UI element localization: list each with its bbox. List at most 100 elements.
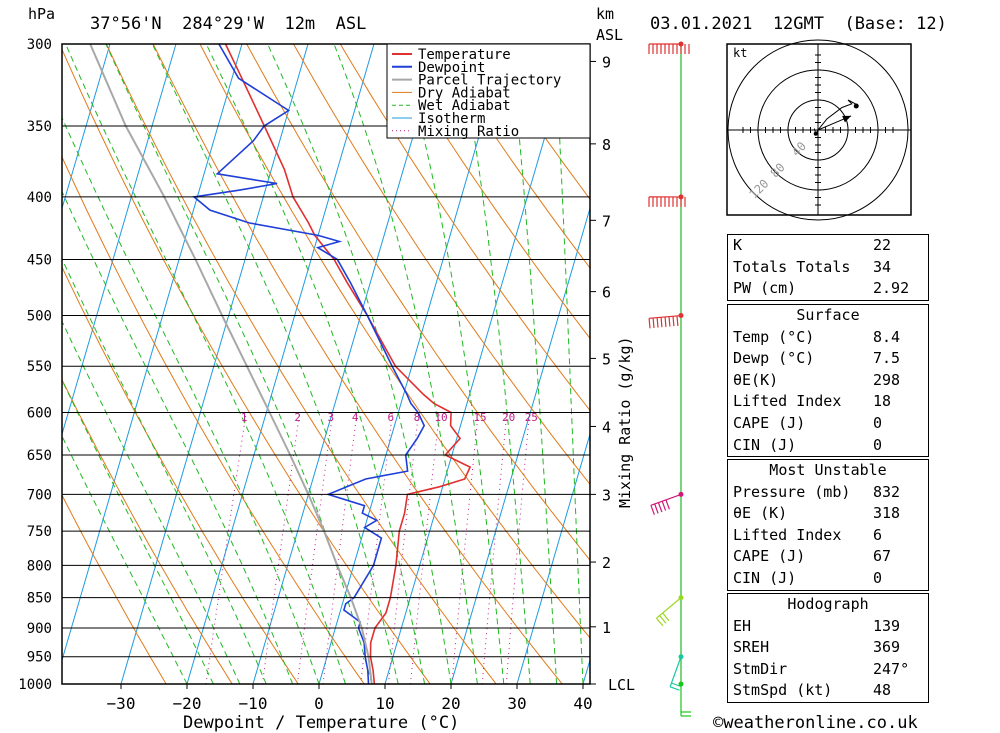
pressure-tick-label: 300: [27, 37, 52, 53]
location-title: 37°56'N 284°29'W 12m ASL: [90, 14, 366, 34]
wind-barb-feather: [676, 315, 679, 326]
stat-label: Lifted Index: [733, 525, 842, 544]
pressure-tick-label: 400: [27, 190, 52, 206]
mixing-ratio-label: 25: [525, 411, 538, 424]
km-tick-label: 6: [602, 284, 611, 302]
stat-row: Dewp (°C) 7.5: [728, 348, 928, 370]
wind-barb-feather: [654, 503, 659, 514]
legend-label: Dewpoint: [418, 60, 485, 76]
mixing-ratio-label: 1: [241, 411, 248, 424]
dry-adiabat-line: [292, 44, 590, 486]
km-tick-label: 5: [602, 350, 611, 368]
mixing-ratio-line: [322, 412, 358, 684]
stat-label: Totals Totals: [733, 257, 851, 276]
stat-label: θE (K): [733, 504, 788, 523]
stat-row: CIN (J) 0: [728, 568, 928, 590]
stat-value: 298: [873, 370, 901, 389]
mixing-ratio-label: 4: [352, 411, 359, 424]
wind-barb-feather: [664, 316, 667, 327]
pressure-tick-label: 850: [27, 591, 52, 607]
pressure-tick-label: 1000: [18, 677, 52, 693]
wind-barb-feather: [652, 317, 655, 328]
wind-barb-feather: [650, 505, 655, 515]
mixing-ratio-label: 6: [388, 411, 395, 424]
wet-adiabat-line: [62, 116, 320, 684]
stat-value: 6: [873, 525, 883, 544]
wind-barb-feather: [662, 612, 670, 622]
stat-value: 22: [873, 236, 892, 254]
pressure-tick-label: 750: [27, 524, 52, 540]
stat-value: 0: [873, 568, 883, 587]
pressure-tick-label: 650: [27, 448, 52, 464]
km-tick-label: LCL: [608, 676, 635, 694]
stat-value: 0: [873, 413, 883, 432]
stat-label: SREH: [733, 638, 770, 657]
legend-label: Parcel Trajectory: [418, 73, 561, 89]
copyright-text: ©weatheronline.co.uk: [713, 713, 918, 733]
legend-label: Dry Adiabat: [418, 85, 511, 101]
isotherm-line: [120, 44, 309, 684]
mixing-ratio-label: 2: [294, 411, 301, 424]
dry-adiabat-line: [105, 44, 497, 684]
stat-row: CAPE (J) 67: [728, 546, 928, 568]
km-tick-label: 2: [602, 554, 611, 572]
stat-label: CAPE (J): [733, 547, 806, 566]
stat-value: 67: [873, 547, 892, 566]
stat-row: StmSpd (kt) 48: [728, 680, 928, 702]
stats-indices-table: K 22 Totals Totals 34 PW (cm) 2.92: [727, 234, 929, 301]
wind-barb-feather: [661, 500, 667, 511]
stat-value: 34: [873, 257, 892, 276]
legend-label: Mixing Ratio: [418, 124, 519, 140]
hodograph-end-dot: [853, 103, 859, 109]
wind-barb-feather: [660, 317, 663, 328]
stat-label: CAPE (J): [733, 413, 806, 432]
stat-label: Temp (°C): [733, 327, 815, 346]
wet-adiabat-line: [398, 44, 505, 684]
stat-row: CAPE (J) 0: [728, 413, 928, 435]
wind-barb-feather: [671, 682, 682, 688]
km-tick-label: 3: [602, 486, 611, 504]
pressure-tick-label: 350: [27, 119, 52, 135]
wet-adiabat-line: [65, 44, 346, 684]
stat-row: SREH 369: [728, 637, 928, 659]
stat-label: CIN (J): [733, 568, 797, 587]
wind-barb-feather: [669, 686, 680, 691]
km-tick-label: 7: [602, 212, 611, 230]
wind-barb-feather: [659, 615, 667, 624]
legend-label: Temperature: [418, 47, 511, 63]
stat-label: PW (cm): [733, 279, 797, 298]
pressure-tick-label: 950: [27, 650, 52, 666]
temp-tick-label: 40: [573, 694, 592, 713]
temp-tick-label: 20: [441, 694, 460, 713]
stat-value: 0: [873, 435, 883, 454]
stat-row: Lifted Index 6: [728, 525, 928, 547]
km-unit-label: km: [596, 5, 614, 23]
dry-adiabat-line: [62, 378, 233, 684]
mixing-ratio-axis-title: Mixing Ratio (g/kg): [616, 336, 634, 508]
mixing-ratio-line: [296, 412, 334, 684]
stat-value: 247°: [873, 659, 910, 678]
temp-tick-label: 10: [375, 694, 394, 713]
dry-adiabat-line: [433, 44, 590, 269]
unstable-heading: Most Unstable: [769, 461, 887, 479]
isotherm-line: [450, 206, 590, 684]
mixing-ratio-line: [387, 412, 420, 684]
isotherm-line: [318, 44, 507, 684]
wet-adiabat-line: [62, 378, 214, 684]
dry-adiabat-line: [339, 44, 590, 412]
dry-adiabat-line: [152, 44, 563, 684]
wind-barb-feather: [668, 316, 671, 327]
stat-value: 139: [873, 616, 901, 635]
stat-row: Pressure (mb) 832: [728, 482, 928, 504]
stat-row-k: K 22: [728, 235, 928, 257]
stat-label: CIN (J): [733, 435, 797, 454]
surface-heading: Surface: [796, 306, 860, 324]
stat-row: EH 139: [728, 616, 928, 638]
wind-profile: [648, 41, 691, 717]
stat-label: Pressure (mb): [733, 482, 851, 501]
mixing-ratio-labels: 1 2 3 4 6 8 10 15 20 25: [241, 411, 538, 424]
wind-barb-feather: [656, 617, 664, 627]
stat-label: K: [733, 236, 743, 254]
